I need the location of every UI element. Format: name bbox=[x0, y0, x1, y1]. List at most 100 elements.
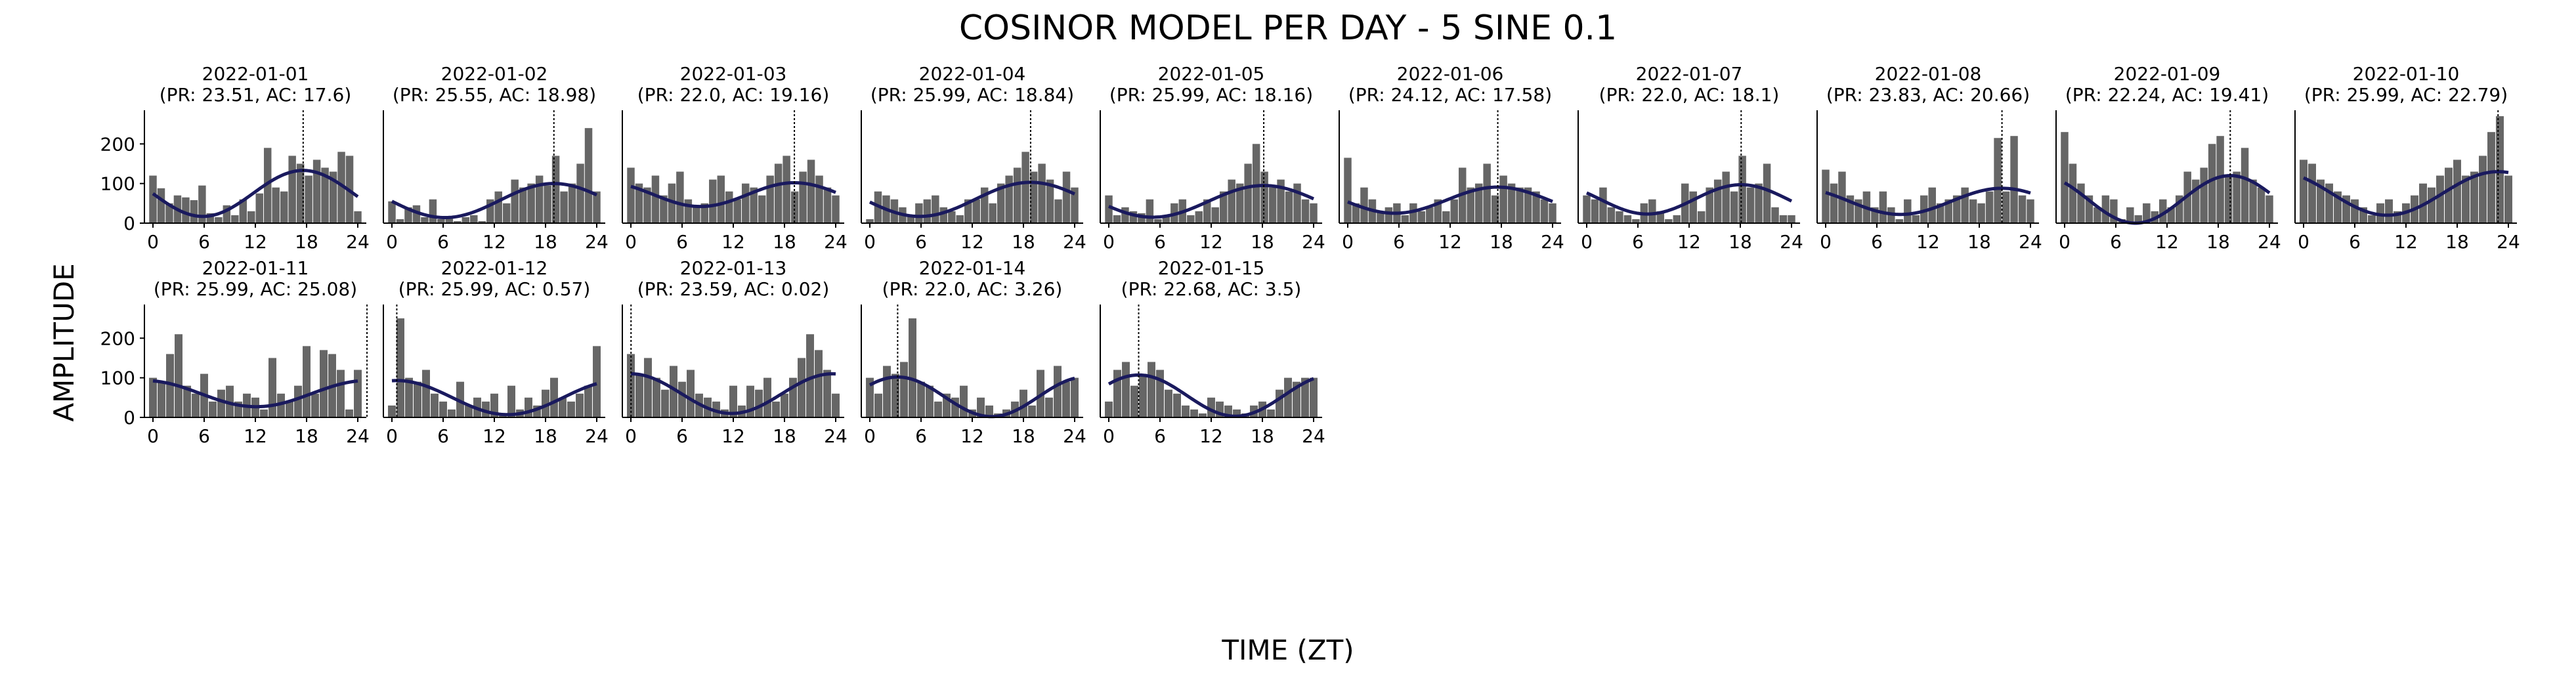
data-bar bbox=[1199, 413, 1207, 417]
data-bar bbox=[209, 401, 217, 417]
y-axis-label: AMPLITUDE bbox=[48, 263, 80, 421]
data-bar bbox=[678, 381, 686, 417]
data-bar bbox=[1360, 187, 1368, 223]
data-bar bbox=[1673, 215, 1681, 223]
x-tick-label: 0 bbox=[1820, 231, 1832, 253]
data-bar bbox=[568, 183, 576, 223]
data-bar bbox=[1822, 169, 1830, 223]
data-bar bbox=[980, 187, 989, 223]
data-bar bbox=[1855, 199, 1862, 223]
data-bar bbox=[502, 203, 511, 223]
x-tick-label: 6 bbox=[676, 425, 688, 447]
x-tick-label: 18 bbox=[1251, 231, 1274, 253]
data-bar bbox=[1190, 409, 1198, 417]
x-tick-label: 0 bbox=[2059, 231, 2071, 253]
data-bar bbox=[1730, 191, 1738, 223]
x-tick-label: 18 bbox=[1728, 231, 1752, 253]
data-bar bbox=[1122, 362, 1130, 417]
day-panel-2022-01-12: 2022-01-12(PR: 25.99, AC: 0.57) 0 6 12 18 24 bbox=[383, 257, 609, 447]
data-bar bbox=[584, 128, 593, 223]
data-bar bbox=[2445, 167, 2453, 223]
data-bar bbox=[550, 377, 558, 417]
data-bar bbox=[977, 397, 985, 417]
data-bar bbox=[1301, 199, 1310, 223]
data-bar bbox=[717, 175, 725, 223]
data-bar bbox=[511, 179, 519, 223]
data-bar bbox=[729, 385, 737, 417]
day-panel-2022-01-11: 2022-01-11(PR: 25.99, AC: 25.08) 0 6 12 18 24… bbox=[100, 257, 370, 447]
data-bar bbox=[2394, 211, 2401, 223]
data-bar bbox=[525, 397, 532, 417]
data-bar bbox=[1071, 377, 1079, 417]
cosinor-fit-line bbox=[869, 375, 1075, 419]
data-bar bbox=[1228, 179, 1235, 223]
x-tick-label: 12 bbox=[960, 425, 984, 447]
panel-title: 2022-01-08 bbox=[1875, 63, 1982, 85]
data-bar bbox=[2300, 159, 2308, 223]
data-bar bbox=[635, 183, 643, 223]
x-tick-label: 6 bbox=[198, 231, 210, 253]
data-bar bbox=[560, 191, 568, 223]
y-tick-label: 200 bbox=[100, 327, 135, 349]
data-bar bbox=[1235, 183, 1244, 223]
data-bar bbox=[166, 354, 174, 417]
data-bar bbox=[2453, 159, 2461, 223]
x-tick-label: 24 bbox=[1780, 231, 1803, 253]
data-bar bbox=[758, 195, 766, 223]
day-panel-2022-01-08: 2022-01-08(PR: 23.83, AC: 20.66) 0 6 12 18 24 bbox=[1816, 63, 2042, 253]
data-bar bbox=[1267, 409, 1275, 417]
data-bar bbox=[535, 175, 544, 223]
data-bar bbox=[1994, 138, 2002, 223]
data-bar bbox=[774, 163, 783, 223]
data-bar bbox=[932, 195, 939, 223]
data-bar bbox=[337, 152, 345, 223]
data-bar bbox=[1738, 156, 1746, 223]
data-bar bbox=[693, 207, 700, 223]
x-tick-label: 18 bbox=[1012, 231, 1035, 253]
data-bar bbox=[1182, 405, 1190, 417]
data-bar bbox=[2470, 171, 2478, 223]
data-bar bbox=[2334, 191, 2342, 223]
x-tick-label: 18 bbox=[773, 231, 796, 253]
x-tick-label: 24 bbox=[346, 425, 370, 447]
data-bar bbox=[1130, 385, 1138, 417]
day-panel-2022-01-09: 2022-01-09(PR: 22.24, AC: 19.41) 0 6 12 18 24 bbox=[2055, 63, 2281, 253]
data-bar bbox=[544, 185, 551, 223]
data-bar bbox=[1532, 191, 1540, 223]
data-bar bbox=[2325, 183, 2333, 223]
x-tick-label: 24 bbox=[1302, 425, 1325, 447]
data-bar bbox=[750, 187, 758, 223]
data-bar bbox=[404, 207, 412, 223]
data-bar bbox=[2351, 199, 2359, 223]
data-bar bbox=[874, 393, 882, 417]
x-tick-label: 6 bbox=[915, 231, 927, 253]
data-bar bbox=[1138, 213, 1146, 223]
data-bar bbox=[231, 215, 239, 223]
data-bar bbox=[1385, 207, 1393, 223]
data-bar bbox=[670, 366, 677, 417]
panel-title: 2022-01-15 bbox=[1158, 257, 1265, 279]
panel-subtitle: (PR: 25.99, AC: 18.16) bbox=[1109, 84, 1313, 106]
data-bar bbox=[190, 200, 198, 223]
data-bar bbox=[2216, 136, 2224, 223]
data-bar bbox=[1162, 215, 1170, 223]
data-bar bbox=[1021, 152, 1029, 223]
data-bar bbox=[917, 381, 925, 417]
data-bar bbox=[329, 171, 337, 223]
data-bar bbox=[1952, 195, 1961, 223]
data-bar bbox=[653, 377, 660, 417]
panel-subtitle: (PR: 25.99, AC: 18.84) bbox=[870, 84, 1074, 106]
y-tick-label: 0 bbox=[123, 407, 135, 429]
cosinor-fit-line bbox=[2302, 170, 2509, 217]
data-bar bbox=[1195, 211, 1203, 223]
x-tick-label: 18 bbox=[2445, 231, 2469, 253]
data-bar bbox=[1054, 366, 1062, 417]
y-tick-label: 0 bbox=[123, 213, 135, 234]
data-bar bbox=[2159, 199, 2167, 223]
panel-title: 2022-01-03 bbox=[680, 63, 787, 85]
data-bar bbox=[396, 219, 404, 223]
data-bar bbox=[1285, 191, 1293, 223]
data-bar bbox=[1969, 199, 1977, 223]
data-bar bbox=[294, 385, 302, 417]
